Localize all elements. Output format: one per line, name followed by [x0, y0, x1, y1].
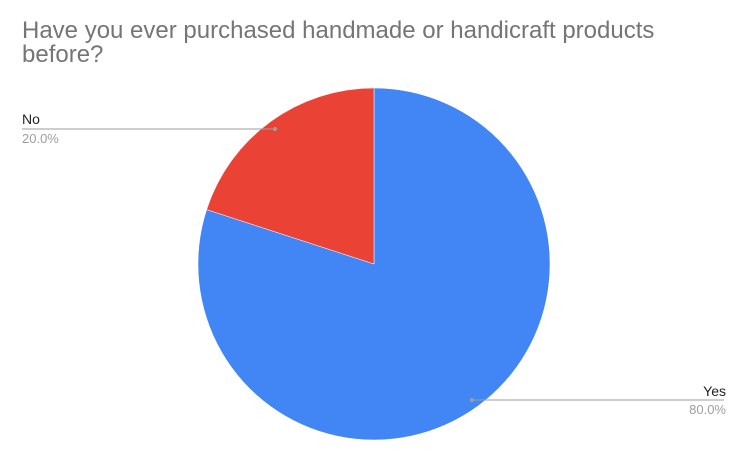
chart-title: Have you ever purchased handmade or hand… — [22, 17, 655, 68]
slice-label-yes: Yes — [703, 383, 726, 399]
labels-layer: Yes 80.0% No 20.0% — [22, 111, 726, 417]
pie-slice-no — [206, 87, 375, 265]
leader-dot-no — [273, 127, 277, 131]
slice-percent-yes: 80.0% — [689, 402, 726, 417]
slice-percent-no: 20.0% — [22, 131, 59, 146]
pie-slice-yes — [197, 87, 551, 441]
slices-layer — [197, 87, 551, 441]
leader-dot-yes — [470, 398, 474, 402]
slice-label-no: No — [22, 111, 40, 127]
